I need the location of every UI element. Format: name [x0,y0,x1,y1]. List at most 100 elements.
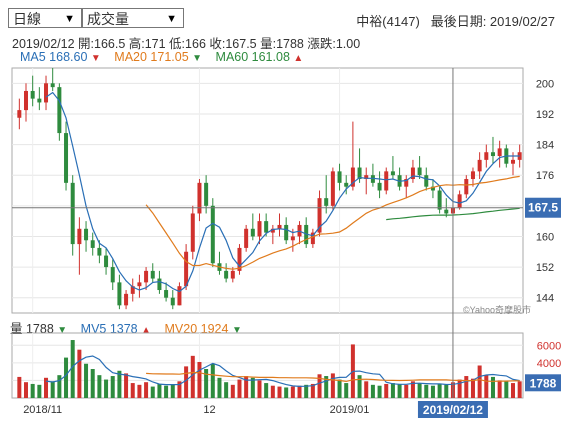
price-tick-label: 192 [536,109,554,121]
candle-body [357,167,362,180]
candle-body [457,194,462,208]
volume-bar [50,381,55,398]
volume-bar [184,366,189,398]
indicator-select-value: 成交量 [87,11,129,27]
price-panel-border [11,67,524,314]
candle-body [310,232,315,245]
candle-body [364,175,369,180]
volume-bar [124,373,129,398]
candle-body [324,198,329,206]
mv5-line [45,355,520,388]
volume-bar [117,370,122,398]
candle-body [270,228,275,233]
candle-body [17,110,22,118]
ma5-label: MA5 168.60 [20,50,88,64]
volume-bar [490,376,495,398]
volume-bar [510,383,515,398]
candle-body [390,171,395,176]
crosshair-cursor: 167.5 1788 2019/02/12 [12,68,561,418]
candle-body [190,213,195,252]
mv5-arrow-icon: ▲ [141,325,152,336]
volume-bar [297,385,302,398]
candle-body [90,240,95,248]
candle-body [490,152,495,157]
volume-bar [370,384,375,398]
indicator-select[interactable]: 成交量 ▼ [82,8,184,28]
ma60-label: MA60 161.08 [215,50,290,64]
axes: 2001921841761681601521446000400020002018… [23,78,561,416]
candle-body [250,228,255,237]
candle-body [30,90,35,99]
candle-body [477,159,482,172]
candles [17,68,522,310]
volume-bar [210,363,215,398]
ma20-label: MA20 171.05 [114,50,189,64]
candle-body [24,90,29,111]
volume-bar [317,374,322,398]
volume-bar [437,383,442,398]
volume-bar [384,383,389,398]
candle-body [184,251,189,287]
volume-bar [344,383,349,398]
volume-tick-label: 6000 [537,340,561,352]
volume-bar [104,379,109,398]
ohlc-readout: 2019/02/12 開:166.5 高:171 低:166 收:167.5 量… [12,37,361,51]
volume-bar [217,377,222,398]
volume-bar [170,384,175,398]
price-tick-label: 160 [536,231,554,243]
volume-bar [150,386,155,398]
candle-body [144,270,149,283]
candle-body [377,182,382,191]
cursor-volume-box [525,374,561,392]
candle-body [497,148,502,157]
candle-body [130,286,135,294]
volume-bar [157,383,162,398]
volume-bar [57,375,62,398]
candle-body [437,190,442,210]
price-tick-label: 152 [536,262,554,274]
chevron-down-icon: ▼ [64,13,75,25]
candle-body [470,171,475,180]
price-tick-label: 144 [536,293,554,305]
cursor-volume-label: 1788 [530,376,557,390]
candle-body [57,87,62,134]
candle-body [117,282,122,306]
candle-body [137,282,142,287]
volume-bar [390,383,395,398]
candle-body [370,175,375,183]
cursor-date-label: 2019/02/12 [423,403,483,417]
candle-body [317,198,322,233]
mv20-arrow-icon: ▼ [231,325,242,336]
candle-body [77,228,82,245]
volume-bar [37,384,42,398]
volume-bar [284,387,289,398]
volume-bar [110,376,115,398]
period-select[interactable]: 日線 ▼ [8,8,82,28]
date-tick-label: 2019/01 [330,404,370,416]
volume-bar [477,365,482,398]
volume-bar [504,381,509,398]
ma60-legend: MA60 161.08 ▲ [216,50,304,64]
cursor-price-box [525,197,561,218]
volume-bar [224,382,229,398]
candle-body [424,175,429,187]
volume-bar [230,384,235,398]
volume-bar [97,375,102,398]
candle-body [110,267,115,283]
volume-bar [237,379,242,398]
candle-body [244,228,249,248]
candle-body [404,179,409,187]
moving-average-lines [45,91,520,388]
candle-body [230,270,235,279]
candle-body [264,221,269,233]
volume-bar [244,376,249,398]
volume-bar [464,376,469,398]
candle-body [124,293,129,306]
volume-bar [324,376,329,398]
volume-bar [397,383,402,398]
candle-body [50,83,55,88]
volume-bar [410,381,415,398]
candle-body [104,255,109,268]
candle-body [224,270,229,279]
